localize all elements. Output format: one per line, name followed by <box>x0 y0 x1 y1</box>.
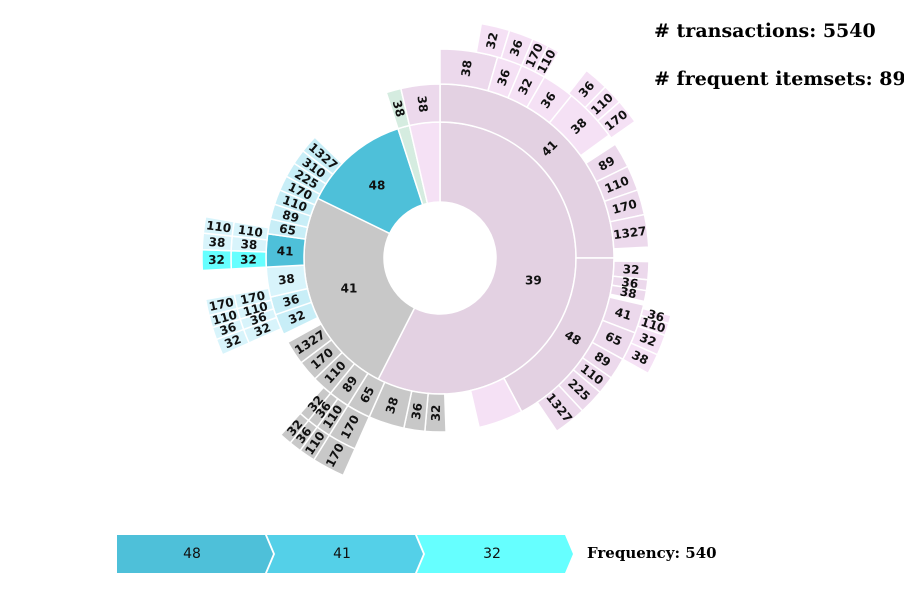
sunburst-sector[interactable] <box>279 412 310 445</box>
sector-label: 38 <box>459 59 475 77</box>
sector-label: 38 <box>629 348 650 368</box>
sector-label: 32 <box>483 31 501 51</box>
sector-label: 170 <box>208 295 235 314</box>
sector-label: 38 <box>619 284 638 301</box>
sector-label: 110 <box>242 299 270 319</box>
sector-label: 65 <box>278 221 297 238</box>
sunburst-sector[interactable] <box>399 83 441 127</box>
sector-label: 1327 <box>612 224 647 242</box>
sunburst-sector[interactable] <box>536 384 584 433</box>
sector-label: 32 <box>286 308 307 327</box>
sunburst-sector[interactable] <box>533 44 561 79</box>
sector-label: 38 <box>208 235 226 250</box>
frequency-label: Frequency: 540 <box>587 544 717 562</box>
sunburst-sector[interactable] <box>609 213 650 250</box>
sector-label: 48 <box>369 179 386 193</box>
sector-label: 38 <box>240 237 258 252</box>
sector-label: 36 <box>409 402 425 421</box>
sunburst-sector[interactable] <box>204 293 239 317</box>
sunburst-sector[interactable] <box>301 136 344 176</box>
sunburst-sector[interactable] <box>469 377 523 429</box>
breadcrumb-segment <box>267 535 423 573</box>
sector-label: 32 <box>252 320 273 339</box>
breadcrumb-label: 48 <box>183 546 201 562</box>
sunburst-sector[interactable] <box>621 342 659 375</box>
sector-label: 170 <box>239 288 266 307</box>
sector-label: 41 <box>613 305 633 323</box>
sector-label: 32 <box>429 404 443 421</box>
sector-label: 38 <box>383 395 401 415</box>
sector-label: 65 <box>603 329 624 349</box>
sunburst-sector[interactable] <box>286 322 333 364</box>
sector-label: 65 <box>357 384 377 405</box>
sector-label: 41 <box>276 244 293 259</box>
sector-label: 110 <box>205 218 232 235</box>
sector-label: 32 <box>208 253 225 267</box>
sunburst-sector[interactable] <box>202 215 236 237</box>
sector-label: 170 <box>611 197 639 217</box>
sunburst-sectors[interactable] <box>201 22 672 477</box>
breadcrumb-segment <box>417 535 573 573</box>
sector-label: 36 <box>621 275 639 291</box>
breadcrumb-label: 32 <box>483 546 501 562</box>
sector-label: 36 <box>281 292 301 310</box>
breadcrumb-label: 41 <box>333 546 351 562</box>
sector-label: 32 <box>622 262 640 277</box>
sector-label: 89 <box>281 208 301 226</box>
sector-label: 36 <box>218 320 238 339</box>
breadcrumb-segment <box>117 535 273 573</box>
sector-label: 38 <box>277 271 295 287</box>
sector-label: 39 <box>525 273 542 287</box>
sector-label: 110 <box>237 223 264 240</box>
sector-label: 32 <box>240 253 257 267</box>
sector-label: 36 <box>507 38 526 58</box>
sector-label: 36 <box>495 67 514 87</box>
sector-label: 38 <box>415 95 431 113</box>
breadcrumb-trail: 48 41 32 <box>117 535 573 573</box>
sunburst-sector[interactable] <box>609 284 648 303</box>
sector-label: 36 <box>248 309 268 328</box>
sunburst-sector[interactable] <box>596 100 637 140</box>
sector-label: 32 <box>515 76 535 97</box>
frequent-itemsets-count: # frequent itemsets: 89 <box>654 68 904 90</box>
sector-label: 38 <box>390 99 408 119</box>
sector-label: 41 <box>341 281 358 295</box>
sector-label: 110 <box>211 308 239 328</box>
sector-label: 36 <box>646 307 666 325</box>
sector-label: 32 <box>222 332 243 351</box>
sector-label: 32 <box>638 330 659 349</box>
transactions-count: # transactions: 5540 <box>654 20 876 42</box>
